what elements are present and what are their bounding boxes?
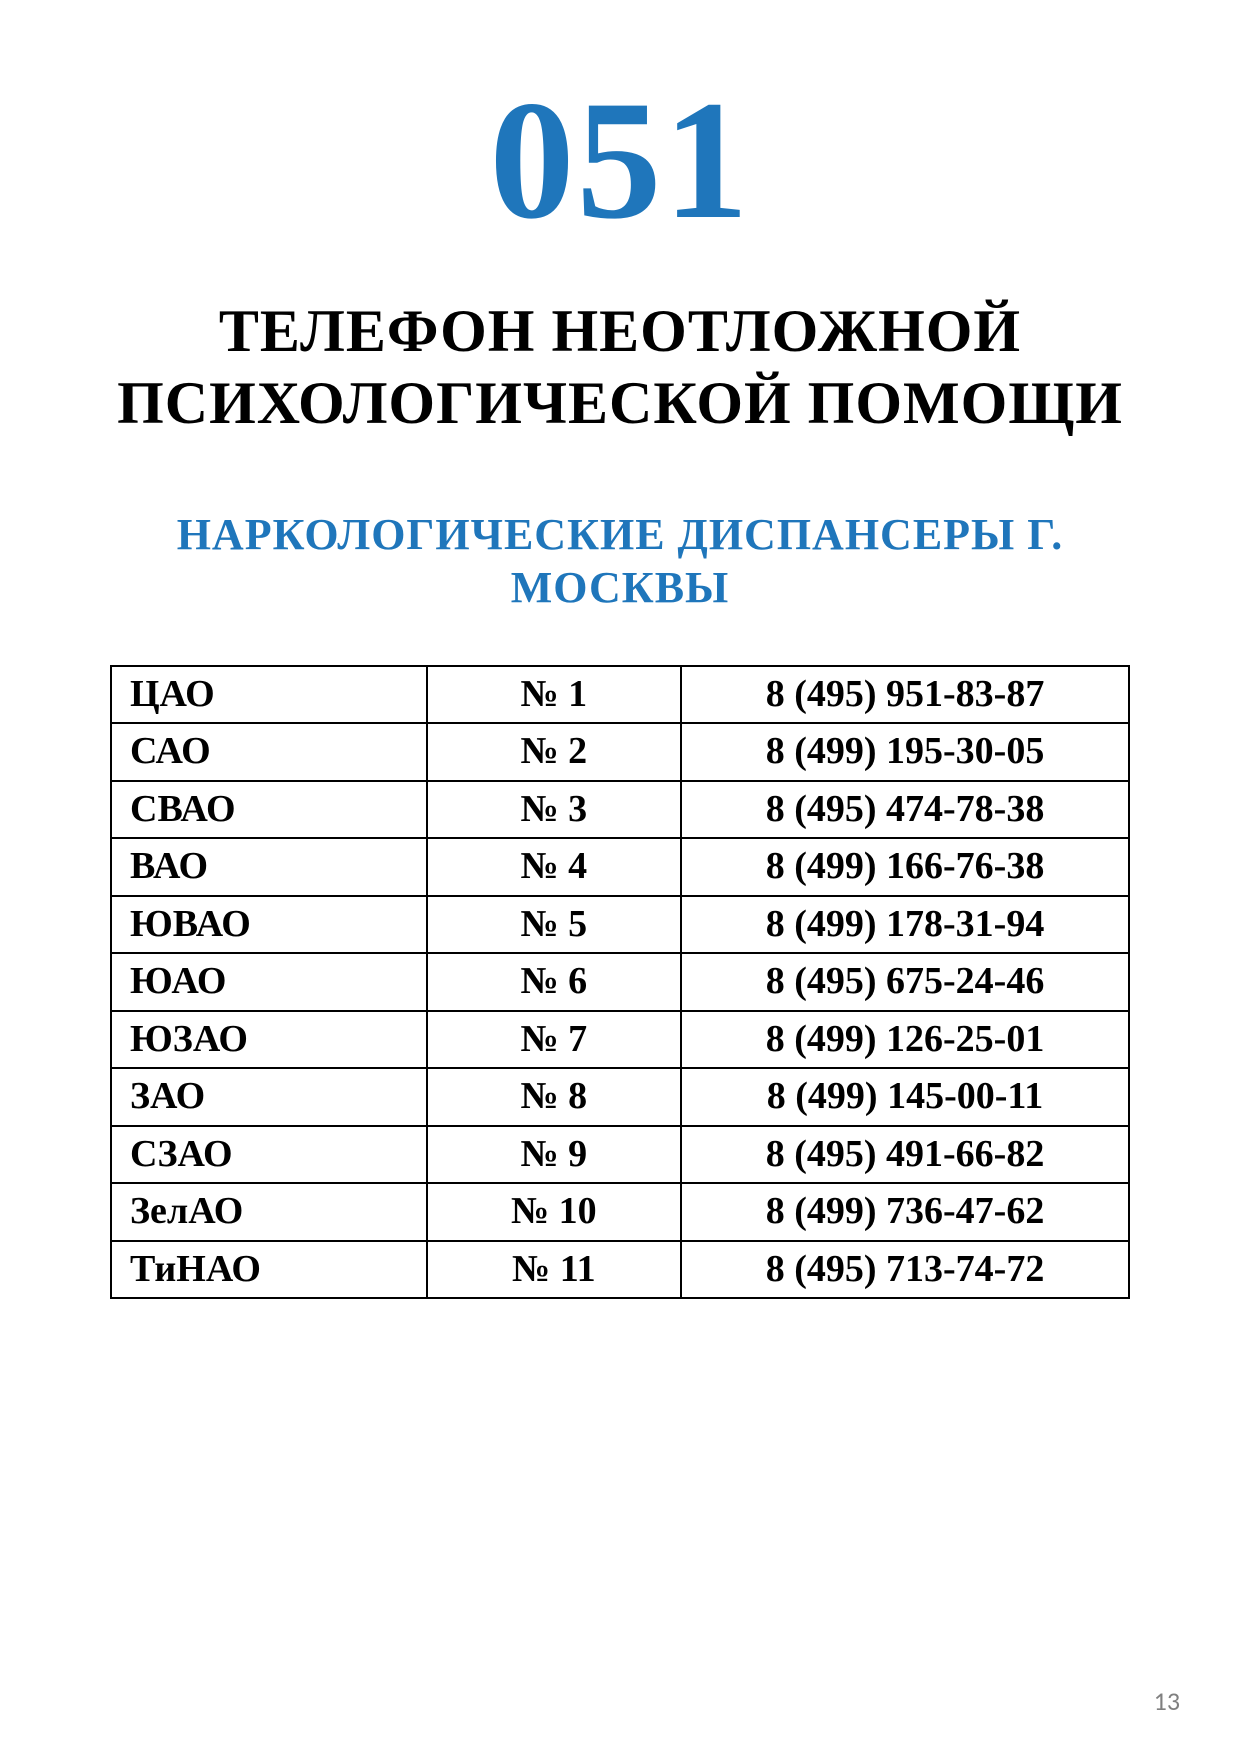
phone-cell: 8 (499) 178-31-94 [681,896,1129,954]
number-cell: № 8 [427,1068,682,1126]
phone-cell: 8 (495) 951-83-87 [681,666,1129,724]
dispensaries-table-body: ЦАО№ 18 (495) 951-83-87САО№ 28 (499) 195… [111,666,1129,1299]
district-cell: ТиНАО [111,1241,427,1299]
table-row: СВАО№ 38 (495) 474-78-38 [111,781,1129,839]
number-cell: № 11 [427,1241,682,1299]
phone-cell: 8 (499) 126-25-01 [681,1011,1129,1069]
district-cell: САО [111,723,427,781]
district-cell: ЗАО [111,1068,427,1126]
phone-cell: 8 (495) 491-66-82 [681,1126,1129,1184]
phone-cell: 8 (499) 195-30-05 [681,723,1129,781]
phone-cell: 8 (499) 166-76-38 [681,838,1129,896]
table-row: ЗАО№ 88 (499) 145-00-11 [111,1068,1129,1126]
table-row: СЗАО№ 98 (495) 491-66-82 [111,1126,1129,1184]
number-cell: № 6 [427,953,682,1011]
dispensaries-table: ЦАО№ 18 (495) 951-83-87САО№ 28 (499) 195… [110,665,1130,1300]
number-cell: № 7 [427,1011,682,1069]
table-row: ЮВАО№ 58 (499) 178-31-94 [111,896,1129,954]
phone-cell: 8 (495) 474-78-38 [681,781,1129,839]
section-heading: НАРКОЛОГИЧЕСКИЕ ДИСПАНСЕРЫ Г. МОСКВЫ [110,509,1130,615]
dispensaries-table-wrap: ЦАО№ 18 (495) 951-83-87САО№ 28 (499) 195… [110,665,1130,1300]
table-row: ЮЗАО№ 78 (499) 126-25-01 [111,1011,1129,1069]
number-cell: № 2 [427,723,682,781]
district-cell: ВАО [111,838,427,896]
district-cell: ЮЗАО [111,1011,427,1069]
number-cell: № 10 [427,1183,682,1241]
phone-cell: 8 (495) 713-74-72 [681,1241,1129,1299]
phone-cell: 8 (499) 145-00-11 [681,1068,1129,1126]
district-cell: ЮВАО [111,896,427,954]
district-cell: СЗАО [111,1126,427,1184]
district-cell: ЦАО [111,666,427,724]
phone-cell: 8 (495) 675-24-46 [681,953,1129,1011]
number-cell: № 4 [427,838,682,896]
table-row: ТиНАО№ 118 (495) 713-74-72 [111,1241,1129,1299]
district-cell: СВАО [111,781,427,839]
emergency-number: 051 [490,75,751,245]
district-cell: ЮАО [111,953,427,1011]
page-number: 13 [1154,1685,1180,1717]
table-row: ЦАО№ 18 (495) 951-83-87 [111,666,1129,724]
number-cell: № 1 [427,666,682,724]
table-row: ЗелАО№ 108 (499) 736-47-62 [111,1183,1129,1241]
page: 051 ТЕЛЕФОН НЕОТЛОЖНОЙ ПСИХОЛОГИЧЕСКОЙ П… [0,0,1240,1755]
table-row: САО№ 28 (499) 195-30-05 [111,723,1129,781]
number-cell: № 5 [427,896,682,954]
number-cell: № 9 [427,1126,682,1184]
table-row: ВАО№ 48 (499) 166-76-38 [111,838,1129,896]
district-cell: ЗелАО [111,1183,427,1241]
number-cell: № 3 [427,781,682,839]
subtitle: ТЕЛЕФОН НЕОТЛОЖНОЙ ПСИХОЛОГИЧЕСКОЙ ПОМОЩ… [110,295,1130,439]
table-row: ЮАО№ 68 (495) 675-24-46 [111,953,1129,1011]
phone-cell: 8 (499) 736-47-62 [681,1183,1129,1241]
